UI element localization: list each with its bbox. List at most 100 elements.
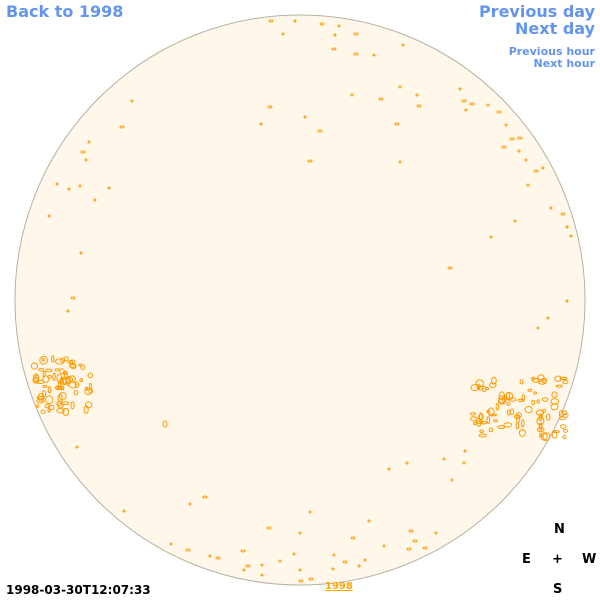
active-region-contour	[70, 363, 77, 370]
next-hour-link[interactable]: Next hour	[533, 57, 596, 70]
active-region-contour	[56, 386, 65, 390]
magnetic-feature	[240, 549, 246, 553]
active-region-contour	[470, 412, 477, 416]
active-region-contour	[47, 386, 52, 394]
magnetic-feature	[319, 22, 325, 26]
active-region-contour	[495, 403, 500, 411]
magnetic-feature	[517, 149, 521, 153]
magnetic-feature	[84, 158, 88, 162]
active-region-contour	[36, 398, 45, 404]
magnetic-feature	[331, 47, 337, 51]
magnetic-feature	[75, 445, 79, 449]
magnetic-feature	[565, 225, 569, 229]
magnetic-feature	[293, 19, 297, 23]
magnetic-feature	[509, 137, 515, 141]
magnetic-feature	[442, 457, 446, 461]
active-region-contour	[477, 385, 484, 391]
magnetic-feature	[486, 103, 490, 107]
active-region-contour	[51, 355, 55, 363]
magnetic-feature	[298, 579, 304, 583]
active-region-contour	[562, 434, 567, 440]
active-region-contour	[38, 368, 45, 372]
observation-timestamp: 1998-03-30T12:07:33	[6, 583, 151, 597]
active-region-contour	[542, 432, 551, 442]
magnetic-feature	[130, 99, 134, 103]
active-region-contour	[545, 413, 551, 421]
magnetic-feature	[332, 553, 336, 557]
active-region-contour	[470, 384, 480, 392]
active-region-contour	[84, 388, 93, 396]
magnetic-feature	[541, 166, 545, 170]
active-region-contour	[80, 364, 86, 371]
magnetic-feature	[513, 219, 517, 223]
magnetic-feature	[469, 102, 475, 106]
magnetic-feature	[70, 296, 76, 300]
magnetic-feature	[504, 123, 508, 127]
active-region-contour	[67, 360, 74, 365]
magnetic-feature	[501, 145, 507, 149]
active-region-contour	[517, 398, 525, 402]
solar-disk	[14, 14, 586, 586]
compass-south-label: S	[553, 582, 563, 597]
magnetic-feature	[565, 299, 569, 303]
magnetic-feature	[245, 564, 251, 568]
previous-day-link[interactable]: Previous day	[478, 2, 595, 21]
next-day-link[interactable]: Next day	[515, 19, 595, 38]
magnetic-feature	[278, 559, 282, 563]
active-region-contour	[521, 394, 526, 402]
magnetic-feature	[337, 24, 341, 28]
magnetic-feature	[415, 93, 419, 97]
active-region-contour	[524, 406, 533, 413]
active-region-contour	[39, 355, 48, 365]
active-region-contour	[42, 384, 48, 389]
active-region-contour	[33, 373, 39, 383]
magnetic-feature	[292, 552, 296, 556]
magnetic-feature	[66, 309, 70, 313]
active-region-contour	[538, 415, 543, 422]
active-region-contour	[536, 416, 545, 426]
active-region-contour	[69, 364, 76, 368]
active-region-contour	[491, 376, 497, 385]
magnetic-feature	[367, 519, 371, 523]
magnetic-feature	[307, 159, 313, 163]
active-region-contour	[533, 391, 538, 395]
back-to-year-link[interactable]: Back to 1998	[6, 2, 124, 21]
active-region-contour	[558, 410, 564, 418]
magnetic-feature	[308, 577, 314, 581]
magnetic-feature	[208, 554, 212, 558]
magnetic-feature	[387, 467, 391, 471]
magnetic-feature	[464, 108, 468, 112]
active-region-contour	[74, 381, 80, 389]
active-region-contour	[479, 429, 484, 433]
magnetic-feature	[398, 160, 402, 164]
magnetic-feature	[372, 53, 376, 57]
active-region-contour	[540, 432, 548, 441]
magnetic-feature	[461, 99, 467, 103]
magnetic-feature	[260, 573, 264, 577]
active-region-contour	[541, 409, 547, 413]
magnetic-feature	[463, 449, 467, 453]
previous-hour-link[interactable]: Previous hour	[508, 45, 595, 58]
magnetic-feature	[342, 560, 348, 564]
active-region-contour	[480, 420, 488, 425]
magnetic-feature	[67, 187, 71, 191]
active-region-contour	[70, 401, 75, 410]
magnetic-feature	[533, 169, 539, 173]
active-region-contour	[498, 395, 506, 404]
active-region-contour	[47, 374, 53, 379]
compass-center-cross: +	[552, 552, 563, 567]
active-region-contour	[488, 427, 494, 433]
active-region-contour	[518, 429, 526, 437]
magnetic-feature	[350, 93, 354, 97]
active-region-contour	[42, 370, 46, 378]
magnetic-feature	[526, 183, 530, 187]
magnetic-feature	[266, 526, 272, 530]
active-region-contour	[55, 358, 64, 365]
magnetic-feature	[378, 97, 384, 101]
magnetic-feature	[524, 158, 528, 162]
magnetic-feature	[308, 510, 312, 514]
year-link[interactable]: 1998	[325, 581, 353, 592]
active-region-contour	[57, 402, 64, 409]
active-region-contour	[35, 404, 40, 408]
